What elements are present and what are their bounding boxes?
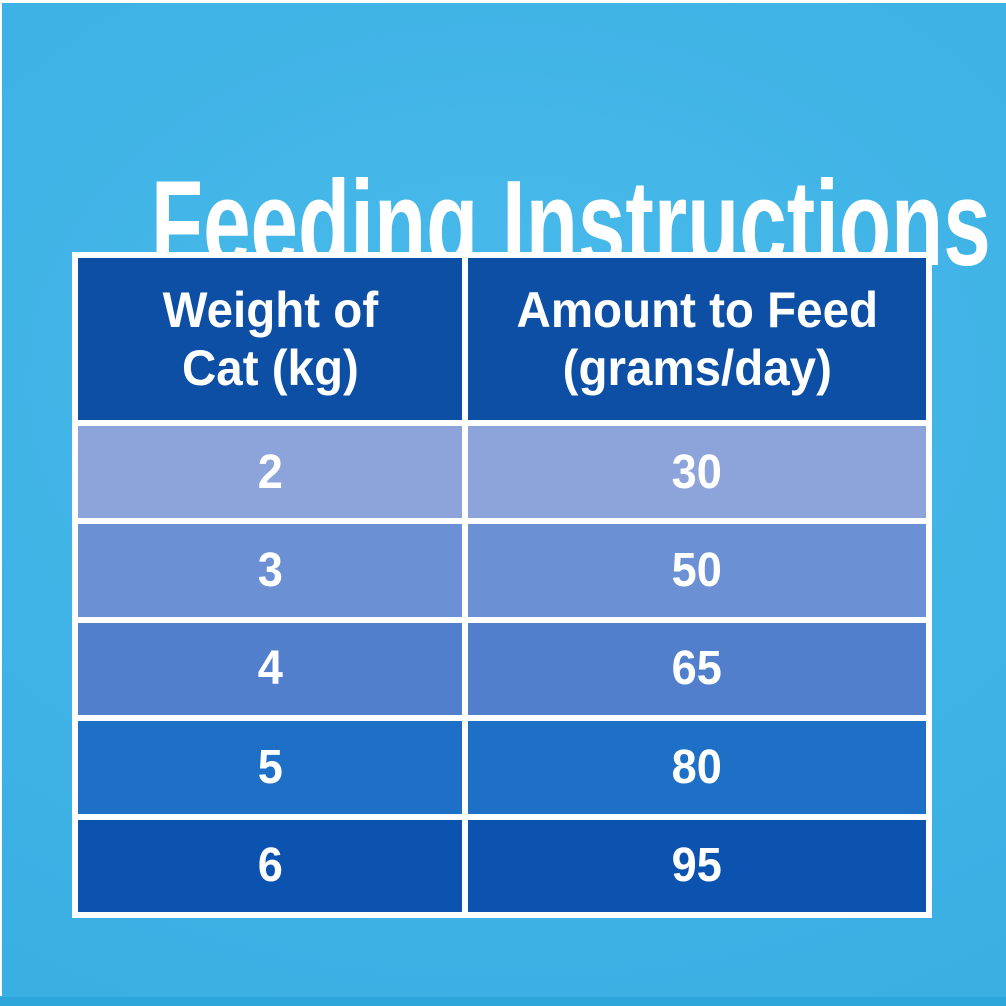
bottom-edge-shadow	[0, 997, 1006, 1006]
weight-value: 6	[257, 839, 283, 893]
header-cell-amount: Amount to Feed (grams/day)	[468, 258, 926, 420]
amount-cell: 95	[468, 819, 926, 912]
amount-value: 80	[671, 740, 723, 794]
weight-cell: 2	[78, 426, 462, 519]
header-amount-line1: Amount to Feed	[516, 282, 878, 338]
weight-value: 2	[257, 445, 283, 499]
weight-cell: 6	[78, 819, 462, 912]
amount-cell: 30	[468, 426, 926, 519]
top-edge-highlight	[0, 0, 1006, 3]
weight-cell: 3	[78, 524, 462, 617]
amount-value: 95	[671, 839, 723, 893]
header-weight-line2: Cat (kg)	[181, 340, 359, 396]
header-cell-weight: Weight of Cat (kg)	[78, 258, 462, 420]
amount-cell: 80	[468, 721, 926, 814]
header-weight-line1: Weight of	[162, 282, 378, 338]
amount-cell: 65	[468, 622, 926, 716]
amount-value: 30	[671, 445, 723, 499]
left-edge-highlight	[0, 0, 2, 996]
amount-value: 65	[671, 642, 723, 696]
weight-value: 5	[257, 740, 283, 794]
amount-value: 50	[671, 544, 723, 598]
weight-cell: 5	[78, 721, 462, 814]
amount-cell: 50	[468, 524, 926, 617]
header-amount-line2: (grams/day)	[562, 340, 832, 396]
feeding-table: Weight of Cat (kg) Amount to Feed (grams…	[72, 252, 932, 918]
weight-value: 4	[257, 642, 283, 696]
weight-cell: 4	[78, 622, 462, 716]
weight-value: 3	[257, 544, 283, 598]
